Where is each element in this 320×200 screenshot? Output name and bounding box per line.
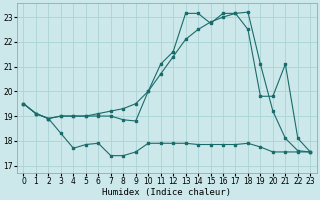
X-axis label: Humidex (Indice chaleur): Humidex (Indice chaleur)	[102, 188, 231, 197]
